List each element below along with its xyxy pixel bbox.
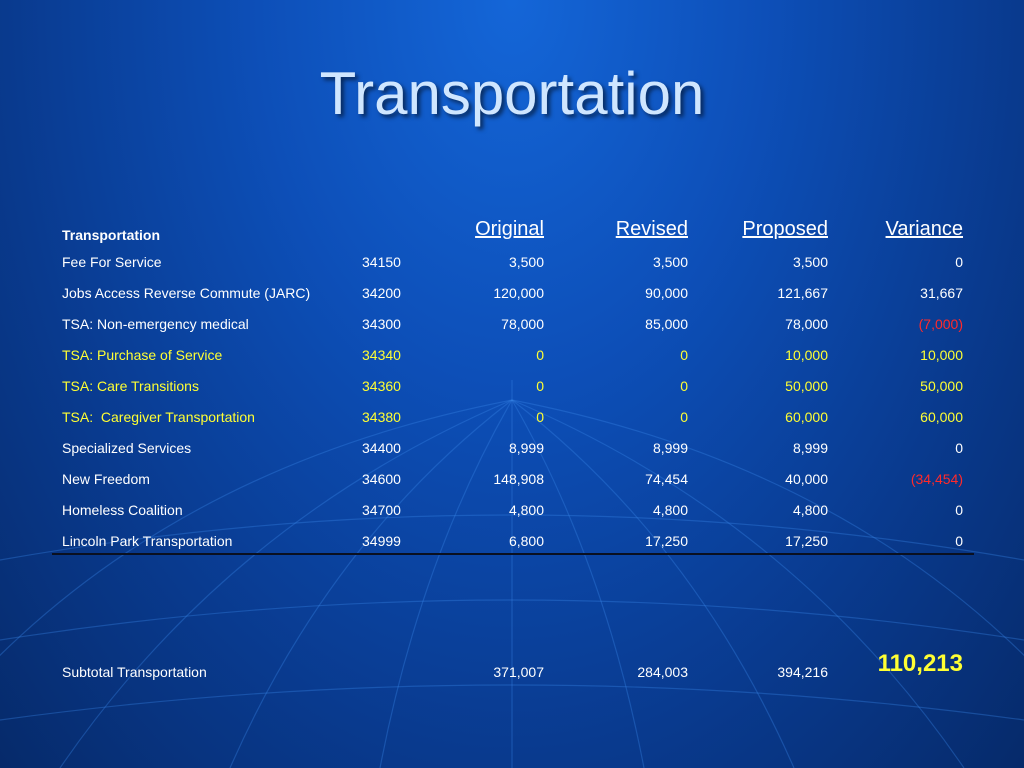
table-row: Homeless Coalition 34700 4,800 4,800 4,8… — [52, 495, 974, 526]
row-proposed: 40,000 — [785, 471, 828, 487]
row-variance: 0 — [955, 502, 963, 518]
row-revised: 85,000 — [645, 316, 688, 332]
row-account: 34700 — [362, 502, 401, 518]
table-row: Fee For Service 34150 3,500 3,500 3,500 … — [52, 247, 974, 278]
subtotal-revised: 284,003 — [637, 664, 688, 680]
row-account: 34360 — [362, 378, 401, 394]
table-row: New Freedom 34600 148,908 74,454 40,000 … — [52, 464, 974, 495]
table-row: TSA: Non-emergency medical 34300 78,000 … — [52, 309, 974, 340]
subtotal-name: Subtotal Transportation — [62, 664, 207, 680]
subtotal-row: Subtotal Transportation 371,007 284,003 … — [52, 650, 974, 688]
row-name: TSA: Caregiver Transportation — [62, 409, 255, 425]
row-account: 34150 — [362, 254, 401, 270]
row-variance-negative: (7,000) — [918, 316, 963, 332]
slide-title: Transportation — [319, 60, 705, 127]
row-proposed: 4,800 — [792, 502, 828, 518]
table-row: Specialized Services 34400 8,999 8,999 8… — [52, 433, 974, 464]
row-revised: 17,250 — [645, 533, 688, 549]
row-name: Lincoln Park Transportation — [62, 533, 233, 549]
table-row-highlighted: TSA: Caregiver Transportation 34380 0 0 … — [52, 402, 974, 433]
row-account: 34400 — [362, 440, 401, 456]
row-original: 0 — [536, 347, 544, 363]
row-original: 148,908 — [493, 471, 544, 487]
row-original: 4,800 — [508, 502, 544, 518]
row-variance: 31,667 — [920, 285, 963, 301]
row-variance-negative: (34,454) — [910, 471, 963, 487]
row-variance: 60,000 — [920, 409, 963, 425]
row-revised: 0 — [680, 409, 688, 425]
row-original: 8,999 — [508, 440, 544, 456]
row-proposed: 8,999 — [792, 440, 828, 456]
row-account: 34200 — [362, 285, 401, 301]
row-variance: 0 — [955, 254, 963, 270]
table-divider — [52, 553, 974, 555]
header-revised: Revised — [615, 218, 688, 240]
row-revised: 74,454 — [645, 471, 688, 487]
row-original: 6,800 — [508, 533, 544, 549]
row-variance: 50,000 — [920, 378, 963, 394]
table-row: Jobs Access Reverse Commute (JARC) 34200… — [52, 278, 974, 309]
row-proposed: 50,000 — [785, 378, 828, 394]
row-original: 0 — [536, 378, 544, 394]
subtotal-proposed: 394,216 — [777, 664, 828, 680]
row-account: 34380 — [362, 409, 401, 425]
subtotal-variance: 110,213 — [877, 650, 963, 677]
row-original: 120,000 — [493, 285, 544, 301]
header-variance: Variance — [885, 218, 963, 240]
table-row-highlighted: TSA: Purchase of Service 34340 0 0 10,00… — [52, 340, 974, 371]
row-name: Homeless Coalition — [62, 502, 183, 518]
table-header-row: Transportation Original Revised Proposed… — [52, 216, 974, 247]
row-account: 34999 — [362, 533, 401, 549]
row-variance: 10,000 — [920, 347, 963, 363]
row-proposed: 121,667 — [777, 285, 828, 301]
row-proposed: 17,250 — [785, 533, 828, 549]
table-row-highlighted: TSA: Care Transitions 34360 0 0 50,000 5… — [52, 371, 974, 402]
row-name: Fee For Service — [62, 254, 162, 270]
row-account: 34600 — [362, 471, 401, 487]
row-proposed: 78,000 — [785, 316, 828, 332]
row-revised: 90,000 — [645, 285, 688, 301]
row-revised: 3,500 — [652, 254, 688, 270]
header-proposed: Proposed — [742, 218, 828, 240]
row-revised: 0 — [680, 347, 688, 363]
row-original: 0 — [536, 409, 544, 425]
row-name: New Freedom — [62, 471, 150, 487]
row-revised: 4,800 — [652, 502, 688, 518]
row-proposed: 3,500 — [792, 254, 828, 270]
row-revised: 8,999 — [652, 440, 688, 456]
row-name: Specialized Services — [62, 440, 192, 456]
row-name: TSA: Care Transitions — [62, 378, 199, 394]
row-original: 78,000 — [501, 316, 544, 332]
row-proposed: 60,000 — [785, 409, 828, 425]
row-name: TSA: Non-emergency medical — [62, 316, 249, 332]
row-name: TSA: Purchase of Service — [62, 347, 223, 363]
table-row: Lincoln Park Transportation 34999 6,800 … — [52, 526, 974, 557]
row-account: 34300 — [362, 316, 401, 332]
row-account: 34340 — [362, 347, 401, 363]
row-revised: 0 — [680, 378, 688, 394]
header-name: Transportation — [62, 227, 161, 243]
header-original: Original — [475, 218, 544, 240]
row-variance: 0 — [955, 440, 963, 456]
row-name: Jobs Access Reverse Commute (JARC) — [62, 285, 311, 301]
row-proposed: 10,000 — [785, 347, 828, 363]
subtotal-original: 371,007 — [493, 664, 544, 680]
row-original: 3,500 — [508, 254, 544, 270]
row-variance: 0 — [955, 533, 963, 549]
